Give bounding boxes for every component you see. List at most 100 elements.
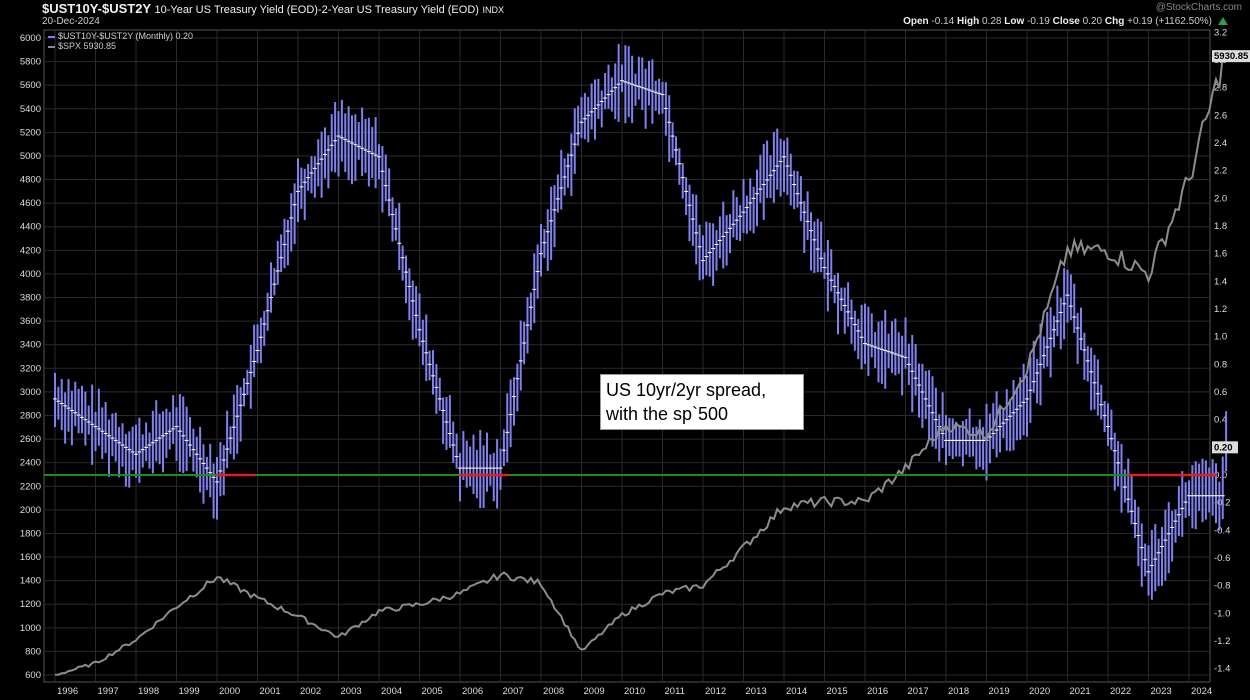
- x-tick-label: 2009: [584, 686, 605, 697]
- change-value: +0.19 (+1162.50%): [1127, 16, 1212, 27]
- low-value: -0.19: [1027, 16, 1050, 27]
- left-tick-label: 3600: [20, 316, 41, 327]
- ohlc-readout: Open -0.14 High 0.28 Low -0.19 Close 0.2…: [903, 16, 1212, 27]
- left-tick-label: 4200: [20, 245, 41, 256]
- right-tick-label: 2.0: [1214, 193, 1227, 204]
- x-tick-label: 2003: [341, 686, 362, 697]
- right-tick-label: 3.2: [1214, 27, 1227, 38]
- x-tick-label: 2019: [989, 686, 1010, 697]
- right-tick-label: -0.4: [1214, 525, 1230, 536]
- x-tick-label: 2011: [665, 686, 685, 697]
- legend-spx-label: $SPX 5930.85: [58, 41, 117, 51]
- left-tick-label: 2800: [20, 410, 41, 421]
- close-value: 0.20: [1082, 16, 1103, 27]
- x-tick-label: 2022: [1110, 686, 1131, 697]
- left-tick-label: 2600: [20, 434, 41, 445]
- high-label: High: [957, 16, 980, 27]
- left-tick-label: 4400: [20, 222, 41, 233]
- x-tick-label: 2013: [746, 686, 767, 697]
- stockcharts-watermark: @StockCharts.com: [1155, 2, 1242, 13]
- spx-swatch-icon: [48, 45, 55, 48]
- x-tick-label: 1999: [179, 686, 200, 697]
- left-tick-label: 5600: [20, 80, 41, 91]
- x-tick-label: 2010: [624, 686, 645, 697]
- left-tick-label: 5800: [20, 57, 41, 68]
- annotation-box: US 10yr/2yr spread, with the sp`500: [600, 374, 804, 430]
- exchange-label: INDX: [482, 5, 505, 15]
- low-label: Low: [1004, 16, 1025, 27]
- legend-spread-label: $UST10Y-$UST2Y (Monthly) 0.20: [58, 31, 194, 41]
- x-tick-label: 2016: [867, 686, 888, 697]
- left-tick-label: 600: [25, 670, 41, 681]
- spread-bars: [53, 43, 1229, 600]
- x-tick-label: 2023: [1151, 686, 1172, 697]
- x-tick-label: 2020: [1029, 686, 1050, 697]
- x-tick-label: 1996: [57, 686, 78, 697]
- right-tick-label: 1.8: [1214, 221, 1227, 232]
- left-tick-label: 5000: [20, 151, 41, 162]
- x-axis: 1996 1997 1998 1999 2000 2001 2002 2003 2004 2005…: [57, 686, 1212, 697]
- spread-swatch-icon: [48, 35, 55, 38]
- annotation-line-1: US 10yr/2yr spread,: [606, 380, 767, 400]
- x-tick-label: 1997: [98, 686, 119, 697]
- right-tick-label: -0.6: [1214, 553, 1230, 564]
- right-tick-label: 2.2: [1214, 166, 1227, 177]
- right-tick-label: 1.0: [1214, 332, 1227, 343]
- right-tick-label: 1.4: [1214, 276, 1227, 287]
- left-tick-label: 2200: [20, 481, 41, 492]
- legend-item-spread: $UST10Y-$UST2Y (Monthly) 0.20: [48, 31, 193, 41]
- left-axis: 600 800 1000 1200 1400 1600 1800 2000 2200 2400 26…: [20, 33, 41, 681]
- chart-date: 20-Dec-2024: [42, 16, 100, 27]
- left-tick-label: 3000: [20, 387, 41, 398]
- right-tick-label: -1.4: [1214, 664, 1230, 675]
- spread-price-tag-bg: [1212, 441, 1238, 454]
- left-tick-label: 3800: [20, 293, 41, 304]
- x-tick-label: 2007: [503, 686, 524, 697]
- x-tick-label: 2005: [422, 686, 443, 697]
- x-tick-label: 2024: [1191, 686, 1212, 697]
- x-tick-label: 2001: [260, 686, 281, 697]
- symbol-title: $UST10Y-$UST2Y 10-Year US Treasury Yield…: [42, 1, 504, 16]
- right-tick-label: 2.4: [1214, 138, 1227, 149]
- price-tags: 5930.85 0.20: [1212, 50, 1250, 454]
- left-tick-label: 6000: [20, 33, 41, 44]
- spx-price-tag-bg: [1212, 50, 1250, 63]
- spx-line: [55, 53, 1227, 676]
- legend-item-spx: $SPX 5930.85: [48, 41, 193, 51]
- left-tick-label: 3400: [20, 340, 41, 351]
- right-tick-label: -1.0: [1214, 608, 1230, 619]
- open-value: -0.14: [931, 16, 955, 27]
- left-tick-label: 1200: [20, 599, 41, 610]
- right-tick-label: 1.6: [1214, 249, 1227, 260]
- annotation-line-2: with the sp`500: [606, 404, 729, 424]
- right-tick-label: -1.2: [1214, 636, 1230, 647]
- right-tick-label: 2.6: [1214, 110, 1227, 121]
- x-tick-label: 2017: [908, 686, 929, 697]
- spx-price-tag: 5930.85: [1214, 51, 1249, 62]
- x-tick-label: 2014: [786, 686, 807, 697]
- left-tick-label: 5400: [20, 104, 41, 115]
- left-tick-label: 1600: [20, 552, 41, 563]
- spx-series: [55, 53, 1227, 676]
- x-tick-label: 2012: [705, 686, 726, 697]
- x-tick-label: 2015: [827, 686, 848, 697]
- up-arrow-icon: [1218, 17, 1228, 25]
- close-label: Close: [1052, 16, 1080, 27]
- change-label: Chg: [1104, 16, 1125, 27]
- plot-frame: [43, 29, 1211, 683]
- chart-header: $UST10Y-$UST2Y 10-Year US Treasury Yield…: [0, 0, 1250, 30]
- right-tick-label: 2.8: [1214, 83, 1227, 94]
- right-tick-label: 0.8: [1214, 359, 1227, 370]
- left-tick-label: 4600: [20, 198, 41, 209]
- right-tick-label: 0.0: [1214, 470, 1227, 481]
- symbol-description: 10-Year US Treasury Yield (EOD)-2-Year U…: [154, 4, 479, 16]
- left-tick-label: 4000: [20, 269, 41, 280]
- symbol: $UST10Y-$UST2Y: [42, 1, 151, 16]
- x-tick-label: 2008: [543, 686, 564, 697]
- chart-legend: $UST10Y-$UST2Y (Monthly) 0.20 $SPX 5930.…: [48, 31, 193, 51]
- x-tick-label: 2006: [462, 686, 483, 697]
- right-tick-label: -0.8: [1214, 581, 1230, 592]
- x-tick-label: 1998: [138, 686, 159, 697]
- right-tick-label: 1.2: [1214, 304, 1227, 315]
